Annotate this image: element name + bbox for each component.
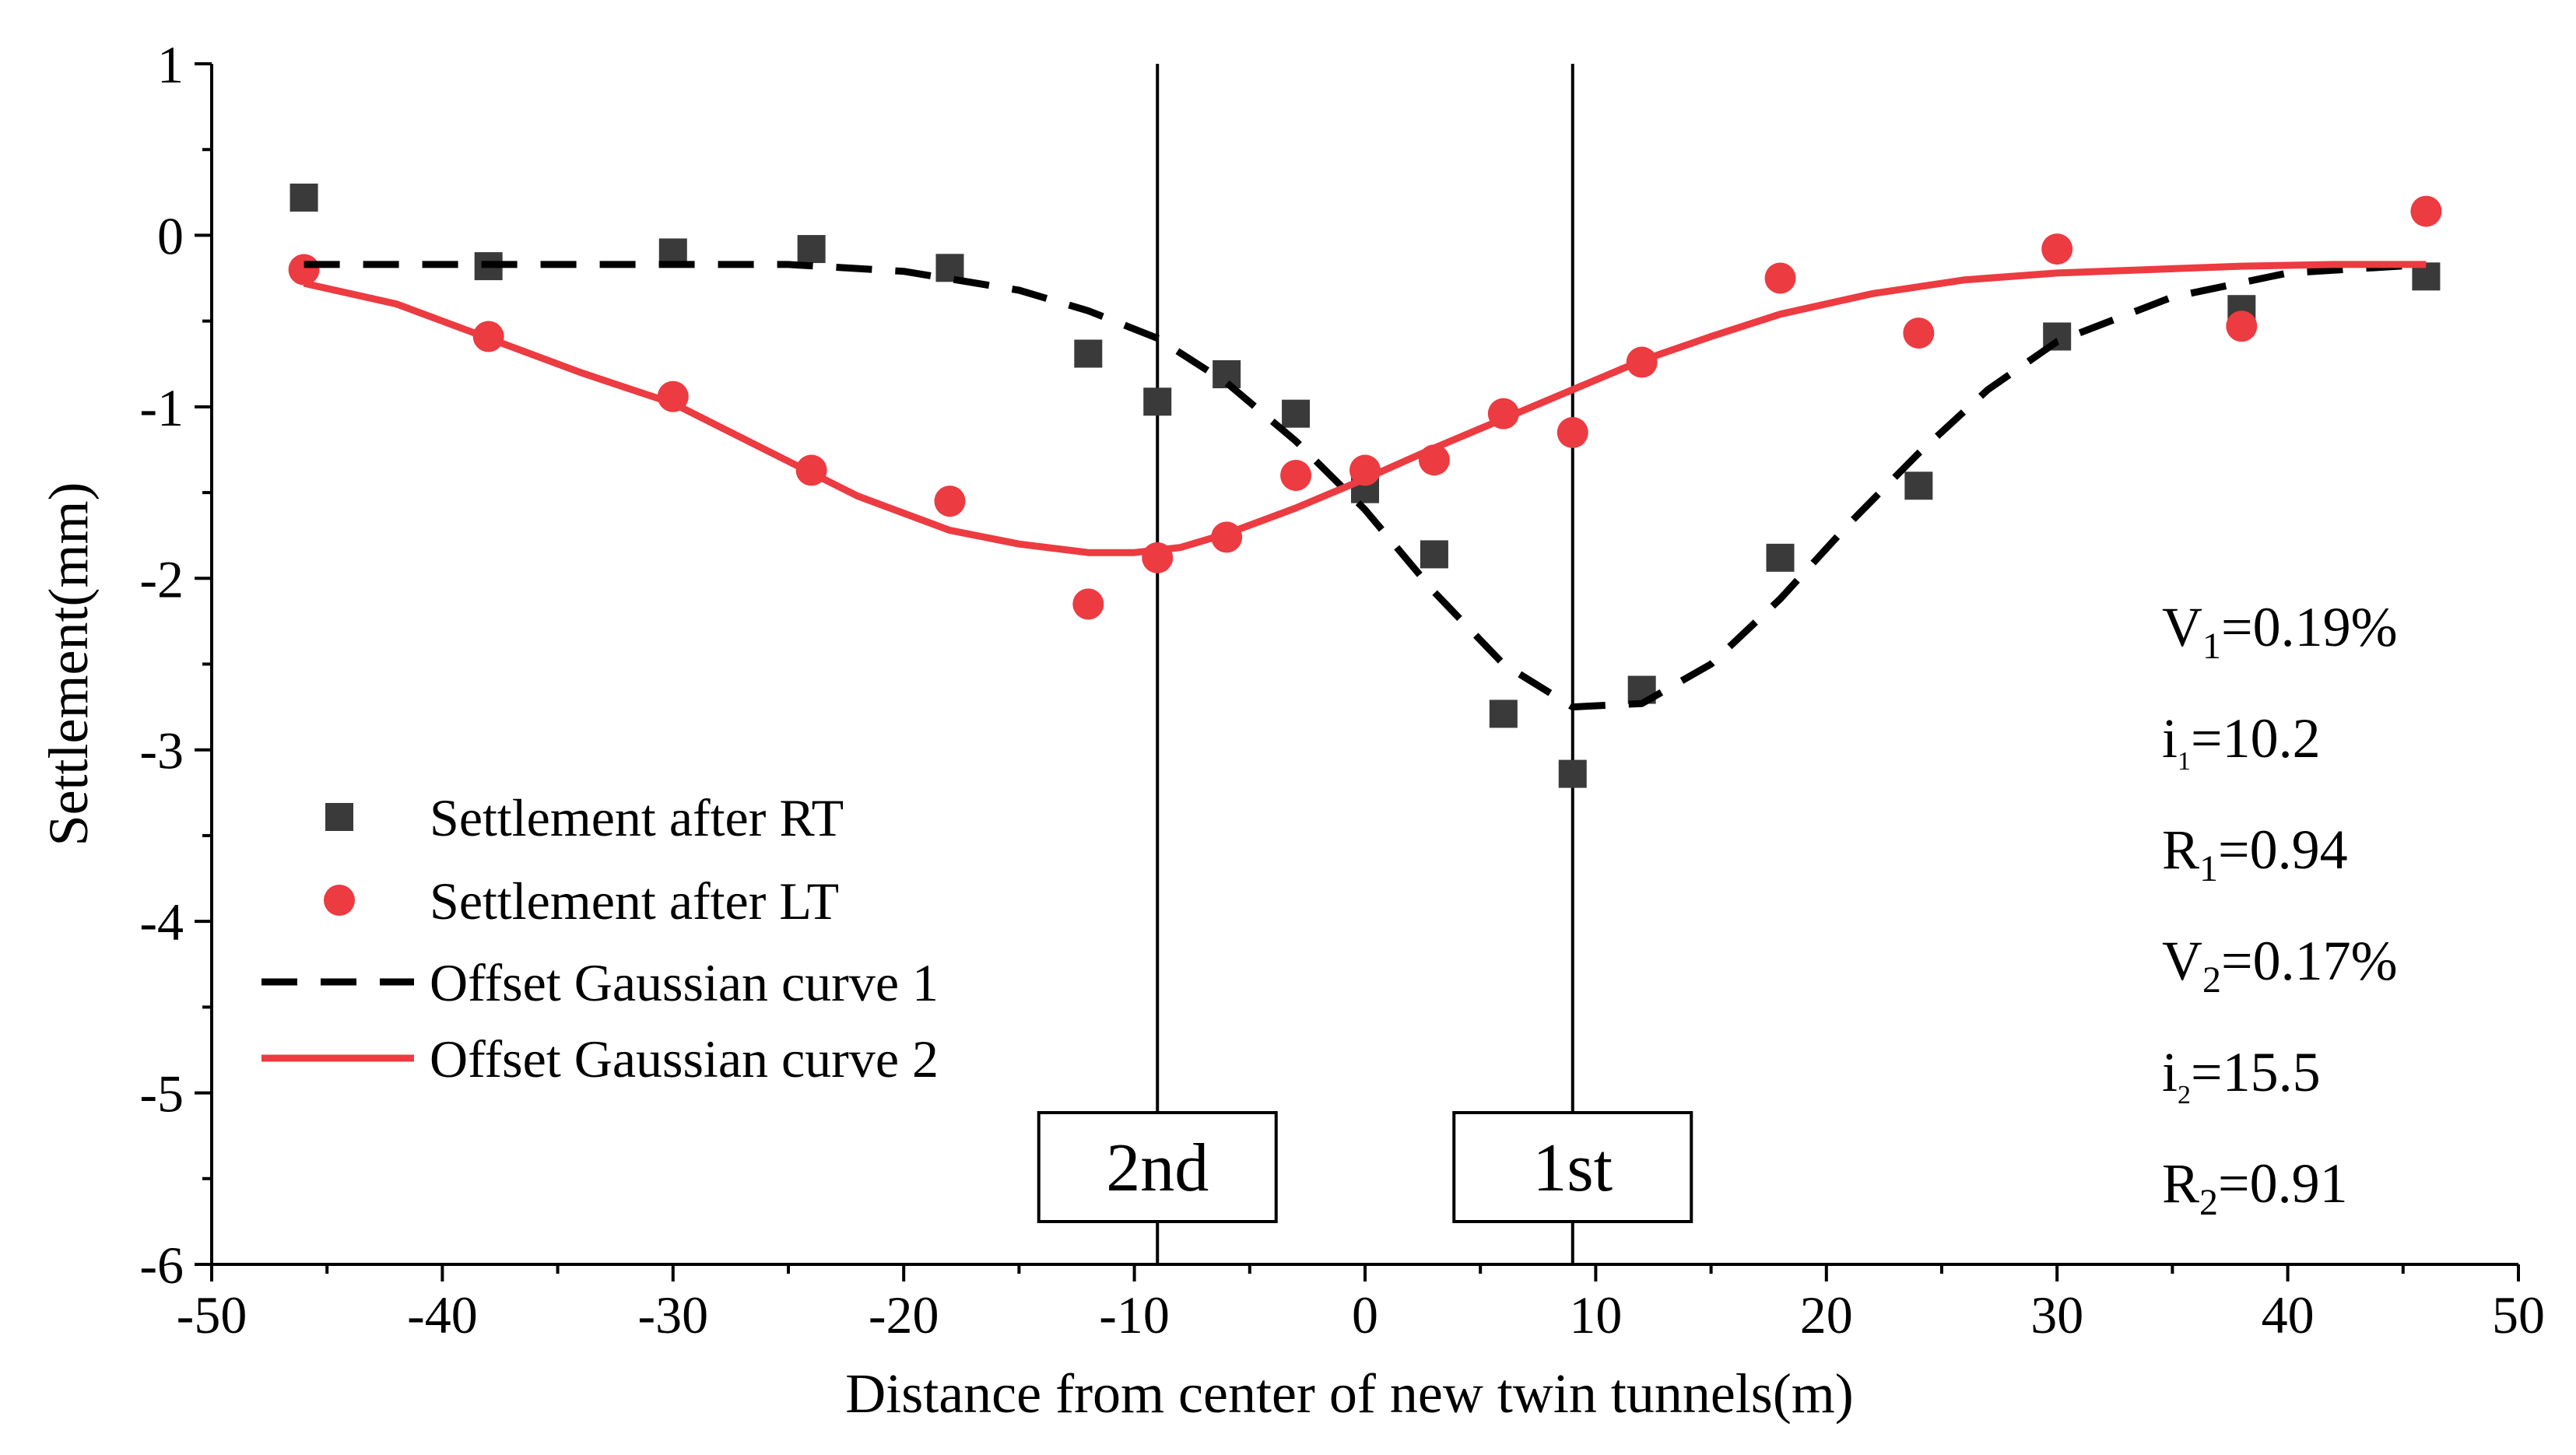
y-tick-label: -1 (139, 378, 184, 437)
rt-point (1766, 543, 1795, 572)
legend-label-4: Offset Gaussian curve 2 (430, 1029, 939, 1089)
param-value: =0.91 (2218, 1152, 2348, 1215)
axes: -50 -40 -30 -20 -10 0 10 20 30 40 50-6-5-4-3-2-101… (37, 35, 2545, 1425)
y-axis-title: Settlement(mm) (37, 482, 100, 847)
x-tick-label: 0 (1352, 1285, 1378, 1345)
rt-point (1143, 387, 1172, 416)
param-symbol: R (2162, 1152, 2199, 1215)
lt-point (1556, 416, 1588, 448)
param-symbol: i (2162, 707, 2178, 770)
legend-label-2: Settlement after LT (430, 871, 839, 931)
param-value: =10.2 (2191, 707, 2321, 770)
rt-point (1282, 399, 1311, 428)
param-symbol: V (2162, 930, 2202, 992)
x-tick-label: 40 (2262, 1285, 2315, 1345)
rt-point (797, 235, 826, 264)
rt-point (1489, 699, 1518, 728)
fit-parameter: R2=0.91 (2162, 1152, 2348, 1223)
param-subscript: 1 (2202, 626, 2221, 667)
lt-point (288, 254, 320, 286)
param-value: =0.94 (2218, 819, 2348, 881)
param-subscript: 2 (2199, 1182, 2218, 1223)
x-tick-label: 50 (2492, 1285, 2545, 1345)
x-tick-label: -50 (177, 1285, 247, 1345)
plot-area: 2nd 1st (288, 64, 2442, 1264)
fit-parameter: V2=0.17% (2162, 930, 2398, 1001)
fit-parameter: i1=10.2 (2162, 707, 2321, 776)
x-tick-label: -10 (1099, 1285, 1170, 1345)
tunnel-label-2nd: 2nd (1106, 1131, 1209, 1206)
legend-label-3: Offset Gaussian curve 1 (430, 953, 939, 1012)
legend-swatch-circle (324, 885, 355, 916)
y-tick-label: 1 (157, 35, 184, 94)
x-tick-label: 20 (1800, 1285, 1853, 1345)
param-subscript: 1 (2199, 848, 2218, 889)
legend: Settlement after RT Settlement after LT Of… (261, 788, 939, 1089)
y-tick-label: -5 (139, 1064, 184, 1124)
x-axis-title: Distance from center of new twin tunnels… (845, 1362, 1854, 1425)
x-tick-label: 30 (2030, 1285, 2083, 1345)
param-subscript: 2 (2202, 959, 2221, 1001)
lt-point (2226, 310, 2258, 342)
rt-point (1420, 540, 1448, 569)
lt-point (2410, 195, 2442, 227)
tunnel-label-box-1st (1452, 1111, 1693, 1223)
fit-parameter: V1=0.19% (2162, 596, 2398, 667)
tunnel-label-box-2nd (1037, 1111, 1278, 1223)
x-tick-label: -30 (637, 1285, 708, 1345)
lt-point (1072, 588, 1104, 620)
lt-point (2041, 233, 2073, 265)
param-value: =0.17% (2221, 930, 2398, 992)
param-value: =0.19% (2221, 596, 2398, 658)
rt-point (1558, 759, 1587, 788)
lt-point (1764, 262, 1796, 294)
fit-parameter: i2=15.5 (2162, 1041, 2321, 1110)
lt-point (1280, 460, 1312, 492)
param-subscript: 1 (2178, 747, 2191, 776)
param-value: =15.5 (2191, 1041, 2321, 1103)
tunnel-label-1st: 1st (1532, 1131, 1613, 1206)
rt-point (290, 183, 318, 212)
y-tick-label: -3 (139, 721, 184, 780)
rt-point (1213, 359, 1241, 388)
x-tick-label: -40 (407, 1285, 478, 1345)
param-subscript: 2 (2178, 1081, 2191, 1110)
series-line-4 (303, 261, 2427, 556)
fit-parameters: V1=0.19%i1=10.2R1=0.94V2=0.17%i2=15.5R2=… (2162, 596, 2398, 1223)
y-tick-label: -4 (139, 892, 184, 952)
x-tick-label: -20 (869, 1285, 939, 1345)
rt-point (1904, 472, 1933, 500)
param-symbol: i (2162, 1041, 2178, 1103)
param-symbol: V (2162, 596, 2202, 658)
rt-point (1074, 339, 1103, 368)
series-line-3 (304, 261, 2427, 711)
y-tick-label: -2 (139, 549, 184, 608)
x-tick-label: 10 (1569, 1285, 1622, 1345)
legend-label-1: Settlement after RT (430, 788, 844, 847)
param-symbol: R (2162, 819, 2199, 881)
lt-point (934, 486, 966, 517)
fit-parameter: R1=0.94 (2162, 819, 2348, 889)
y-tick-label: 0 (157, 206, 184, 265)
legend-swatch-square (325, 803, 353, 831)
lt-point (1903, 317, 1935, 349)
y-tick-label: -6 (139, 1236, 184, 1295)
